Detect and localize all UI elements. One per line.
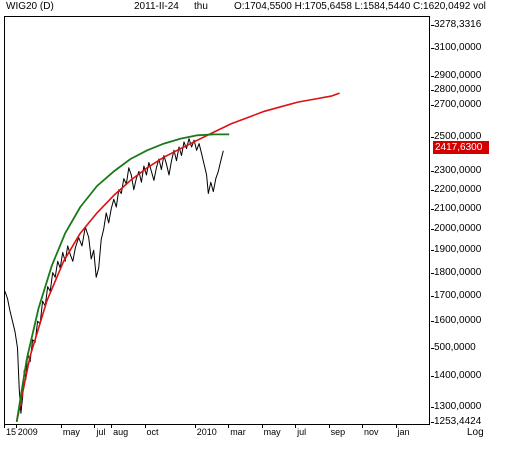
chart-header: WIG20 (D) 2011-II-24 thu O:1704,5500 H:1… bbox=[0, 0, 513, 14]
price-axis-label: 3100,0000 bbox=[434, 42, 482, 54]
price-axis-label: 2900,0000 bbox=[434, 69, 482, 81]
price-axis-label: 1400,0000 bbox=[434, 370, 482, 382]
time-axis-label: jul bbox=[297, 427, 307, 437]
price-axis-tick bbox=[431, 25, 434, 26]
price-axis-tick bbox=[431, 321, 434, 323]
price-axis-label: 500,0000 bbox=[434, 341, 476, 353]
price-axis-tick bbox=[431, 296, 434, 298]
price-axis-label: 2500,0000 bbox=[434, 130, 482, 142]
price-axis-label: 1800,0000 bbox=[434, 266, 482, 278]
time-axis-tick bbox=[395, 425, 397, 428]
time-axis-label: may bbox=[62, 427, 80, 437]
time-axis-label: jul bbox=[96, 427, 106, 437]
time-axis-tick bbox=[328, 425, 330, 428]
price-axis-tick bbox=[431, 272, 434, 274]
price-axis-label: 2800,0000 bbox=[434, 84, 482, 96]
time-axis-tick bbox=[60, 425, 62, 428]
time-axis-label: may bbox=[263, 427, 281, 437]
price-axis-tick bbox=[431, 347, 434, 349]
price-axis-label: 1253,4424 bbox=[434, 416, 482, 427]
time-axis-tick bbox=[295, 425, 297, 428]
price-axis-tick bbox=[431, 105, 434, 107]
price-axis-label: 2000,0000 bbox=[434, 223, 482, 235]
price-axis-label: 1900,0000 bbox=[434, 244, 482, 256]
ohlc-readout: O:1704,5500 H:1705,6458 L:1584,5440 C:16… bbox=[234, 1, 486, 12]
time-axis-tick bbox=[362, 425, 364, 428]
time-axis-tick bbox=[194, 425, 196, 428]
price-axis-label: 2200,0000 bbox=[434, 183, 482, 195]
symbol-label: WIG20 (D) bbox=[6, 1, 54, 12]
last-price-marker: 2417,6300 bbox=[433, 141, 489, 154]
price-axis-tick bbox=[431, 171, 434, 173]
time-axis-label: oct bbox=[146, 427, 159, 437]
date-label: 2011-II-24 bbox=[134, 1, 179, 12]
price-axis-tick bbox=[431, 229, 434, 231]
time-axis-tick bbox=[4, 425, 5, 428]
time-axis-tick bbox=[144, 425, 146, 428]
price-axis-label: 1600,0000 bbox=[434, 315, 482, 327]
price-axis-tick bbox=[431, 406, 434, 408]
day-label: thu bbox=[194, 1, 208, 12]
price-axis-tick bbox=[431, 376, 434, 378]
green-curve-line bbox=[15, 133, 230, 422]
time-axis-tick bbox=[261, 425, 263, 428]
price-axis-label: 2700,0000 bbox=[434, 99, 482, 111]
price-axis-tick bbox=[431, 422, 434, 423]
time-axis-tick bbox=[94, 425, 96, 428]
price-axis-tick bbox=[431, 75, 434, 77]
price-axis-label: 3278,3316 bbox=[434, 19, 482, 30]
time-axis-label: nov bbox=[364, 427, 379, 437]
time-axis-tick bbox=[15, 425, 17, 428]
time-axis[interactable]: 15 2009 may jul aug oct 2010 mar may jul sep nov jan bbox=[0, 425, 430, 445]
time-axis-label: mar bbox=[230, 427, 246, 437]
price-axis-tick bbox=[431, 48, 434, 50]
price-axis-tick bbox=[431, 208, 434, 210]
time-axis-label: jan bbox=[397, 427, 410, 437]
price-axis-label: 1300,0000 bbox=[434, 400, 482, 412]
price-axis-tick bbox=[431, 90, 434, 92]
time-axis-label: 2009 bbox=[17, 427, 38, 437]
price-axis-label: 1700,0000 bbox=[434, 290, 482, 302]
time-axis-label: 15 bbox=[6, 427, 17, 437]
price-axis-label: 2300,0000 bbox=[434, 165, 482, 177]
price-axis-tick bbox=[431, 250, 434, 252]
plot-area[interactable] bbox=[4, 16, 430, 425]
time-axis-label: 2010 bbox=[196, 427, 217, 437]
price-axis-tick bbox=[431, 136, 434, 138]
scale-mode-label[interactable]: Log bbox=[467, 427, 484, 438]
price-chart[interactable] bbox=[5, 17, 429, 424]
time-axis-tick bbox=[228, 425, 230, 428]
price-axis-label: 2100,0000 bbox=[434, 202, 482, 214]
time-axis-tick bbox=[111, 425, 113, 428]
price-axis[interactable]: 3278,3316 3100,0000 2900,0000 2800,0000 2700… bbox=[431, 0, 513, 440]
time-axis-label: aug bbox=[113, 427, 129, 437]
time-axis-label: sep bbox=[330, 427, 346, 437]
price-line bbox=[5, 138, 224, 414]
red-curve-line bbox=[15, 92, 340, 422]
price-axis-tick bbox=[431, 189, 434, 191]
